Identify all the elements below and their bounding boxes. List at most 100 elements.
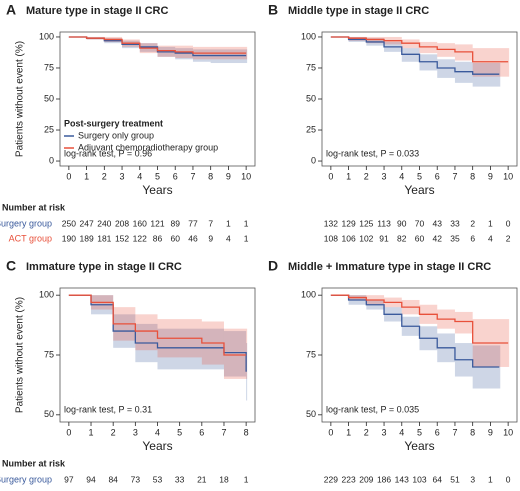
risk-count: 53	[153, 474, 163, 484]
x-tick-label: 4	[399, 427, 404, 437]
x-tick-label: 1	[346, 427, 351, 437]
risk-count: 9	[208, 233, 213, 243]
x-tick-label: 10	[241, 171, 251, 181]
x-tick-label: 2	[102, 171, 107, 181]
risk-count: 10	[468, 489, 478, 491]
legend-title: Post-surgery treatment	[64, 118, 163, 128]
risk-count: 90	[397, 218, 407, 228]
survival-curve	[330, 294, 500, 368]
survival-curve	[330, 294, 509, 344]
confidence-band	[223, 328, 247, 379]
risk-count: 6	[470, 233, 475, 243]
annotation: log-rank test, P = 0.035	[326, 404, 419, 414]
x-tick-label: 9	[488, 171, 493, 181]
x-tick-label: 1	[346, 171, 351, 181]
confidence-band	[508, 48, 510, 77]
chart-title: Middle + Immature type in stage II CRC	[288, 261, 491, 273]
risk-table-title: Number at risk	[2, 458, 66, 468]
risk-count: 113	[377, 218, 391, 228]
risk-count: 60	[415, 233, 425, 243]
risk-count: 21	[197, 474, 207, 484]
y-tick-label: 100	[301, 31, 316, 41]
confidence-band	[499, 63, 501, 87]
risk-count: 190	[62, 233, 76, 243]
risk-count: 152	[115, 233, 129, 243]
risk-count: 160	[133, 218, 147, 228]
risk-count: 102	[359, 233, 373, 243]
x-tick-label: 4	[137, 171, 142, 181]
annotation: log-rank test, P = 0.96	[64, 148, 152, 158]
risk-count: 18	[219, 474, 229, 484]
x-tick-label: 6	[173, 171, 178, 181]
x-tick-label: 8	[244, 427, 249, 437]
x-tick-label: 7	[452, 427, 457, 437]
risk-count: 95	[64, 489, 74, 491]
risk-count: 121	[150, 218, 164, 228]
survival-curve	[68, 36, 247, 54]
y-tick-label: 0	[311, 155, 316, 165]
y-tick-label: 25	[44, 124, 54, 134]
x-tick-label: 5	[155, 171, 160, 181]
y-tick-label: 50	[306, 409, 316, 419]
risk-count: 181	[97, 233, 111, 243]
x-tick-label: 3	[133, 427, 138, 437]
risk-count: 84	[108, 474, 118, 484]
confidence-band	[508, 319, 510, 367]
risk-count: 108	[324, 233, 338, 243]
x-tick-label: 0	[66, 171, 71, 181]
x-tick-label: 8	[470, 427, 475, 437]
risk-count: 2	[470, 218, 475, 228]
x-tick-label: 7	[190, 171, 195, 181]
risk-count: 46	[188, 233, 198, 243]
chart-title: Mature type in stage II CRC	[26, 5, 168, 17]
y-tick-label: 75	[44, 62, 54, 72]
x-tick-label: 9	[226, 171, 231, 181]
y-tick-label: 100	[301, 290, 316, 300]
risk-count: 209	[359, 474, 373, 484]
risk-count: 143	[395, 474, 409, 484]
x-tick-label: 2	[364, 171, 369, 181]
risk-count: 166	[377, 489, 391, 491]
risk-count: 33	[450, 218, 460, 228]
x-tick-label: 0	[328, 427, 333, 437]
y-tick-label: 50	[306, 93, 316, 103]
risk-count: 189	[359, 489, 373, 491]
x-tick-label: 2	[111, 427, 116, 437]
x-tick-label: 8	[208, 171, 213, 181]
x-tick-label: 0	[66, 427, 71, 437]
y-tick-label: 25	[306, 124, 316, 134]
risk-count: 26	[219, 489, 229, 491]
risk-count: 4	[226, 233, 231, 243]
y-tick-label: 100	[39, 31, 54, 41]
confidence-band	[499, 345, 501, 389]
risk-count: 60	[170, 233, 180, 243]
chart-title: Middle type in stage II CRC	[288, 5, 429, 17]
y-axis-label: Patients without event (%)	[15, 41, 26, 157]
risk-count: 4	[488, 233, 493, 243]
confidence-band	[246, 49, 248, 64]
risk-count: 91	[379, 233, 389, 243]
risk-count: 60	[153, 489, 163, 491]
x-tick-label: 7	[221, 427, 226, 437]
risk-count: 4	[244, 489, 249, 491]
risk-count: 35	[450, 233, 460, 243]
x-tick-label: 8	[470, 171, 475, 181]
x-tick-label: 9	[488, 427, 493, 437]
annotation: log-rank test, P = 0.033	[326, 148, 419, 158]
panel-label: D	[268, 258, 278, 274]
risk-count: 189	[79, 233, 93, 243]
risk-row-label: ACT group	[9, 489, 52, 491]
x-tick-label: 4	[399, 171, 404, 181]
risk-count: 129	[341, 218, 355, 228]
risk-count: 3	[470, 474, 475, 484]
x-axis-label: Years	[142, 183, 172, 197]
panel-label: B	[268, 2, 278, 18]
risk-count: 247	[79, 218, 93, 228]
x-tick-label: 2	[364, 427, 369, 437]
risk-count: 2	[506, 233, 511, 243]
x-tick-label: 5	[417, 427, 422, 437]
risk-count: 43	[432, 218, 442, 228]
x-tick-label: 5	[177, 427, 182, 437]
x-tick-label: 1	[89, 427, 94, 437]
